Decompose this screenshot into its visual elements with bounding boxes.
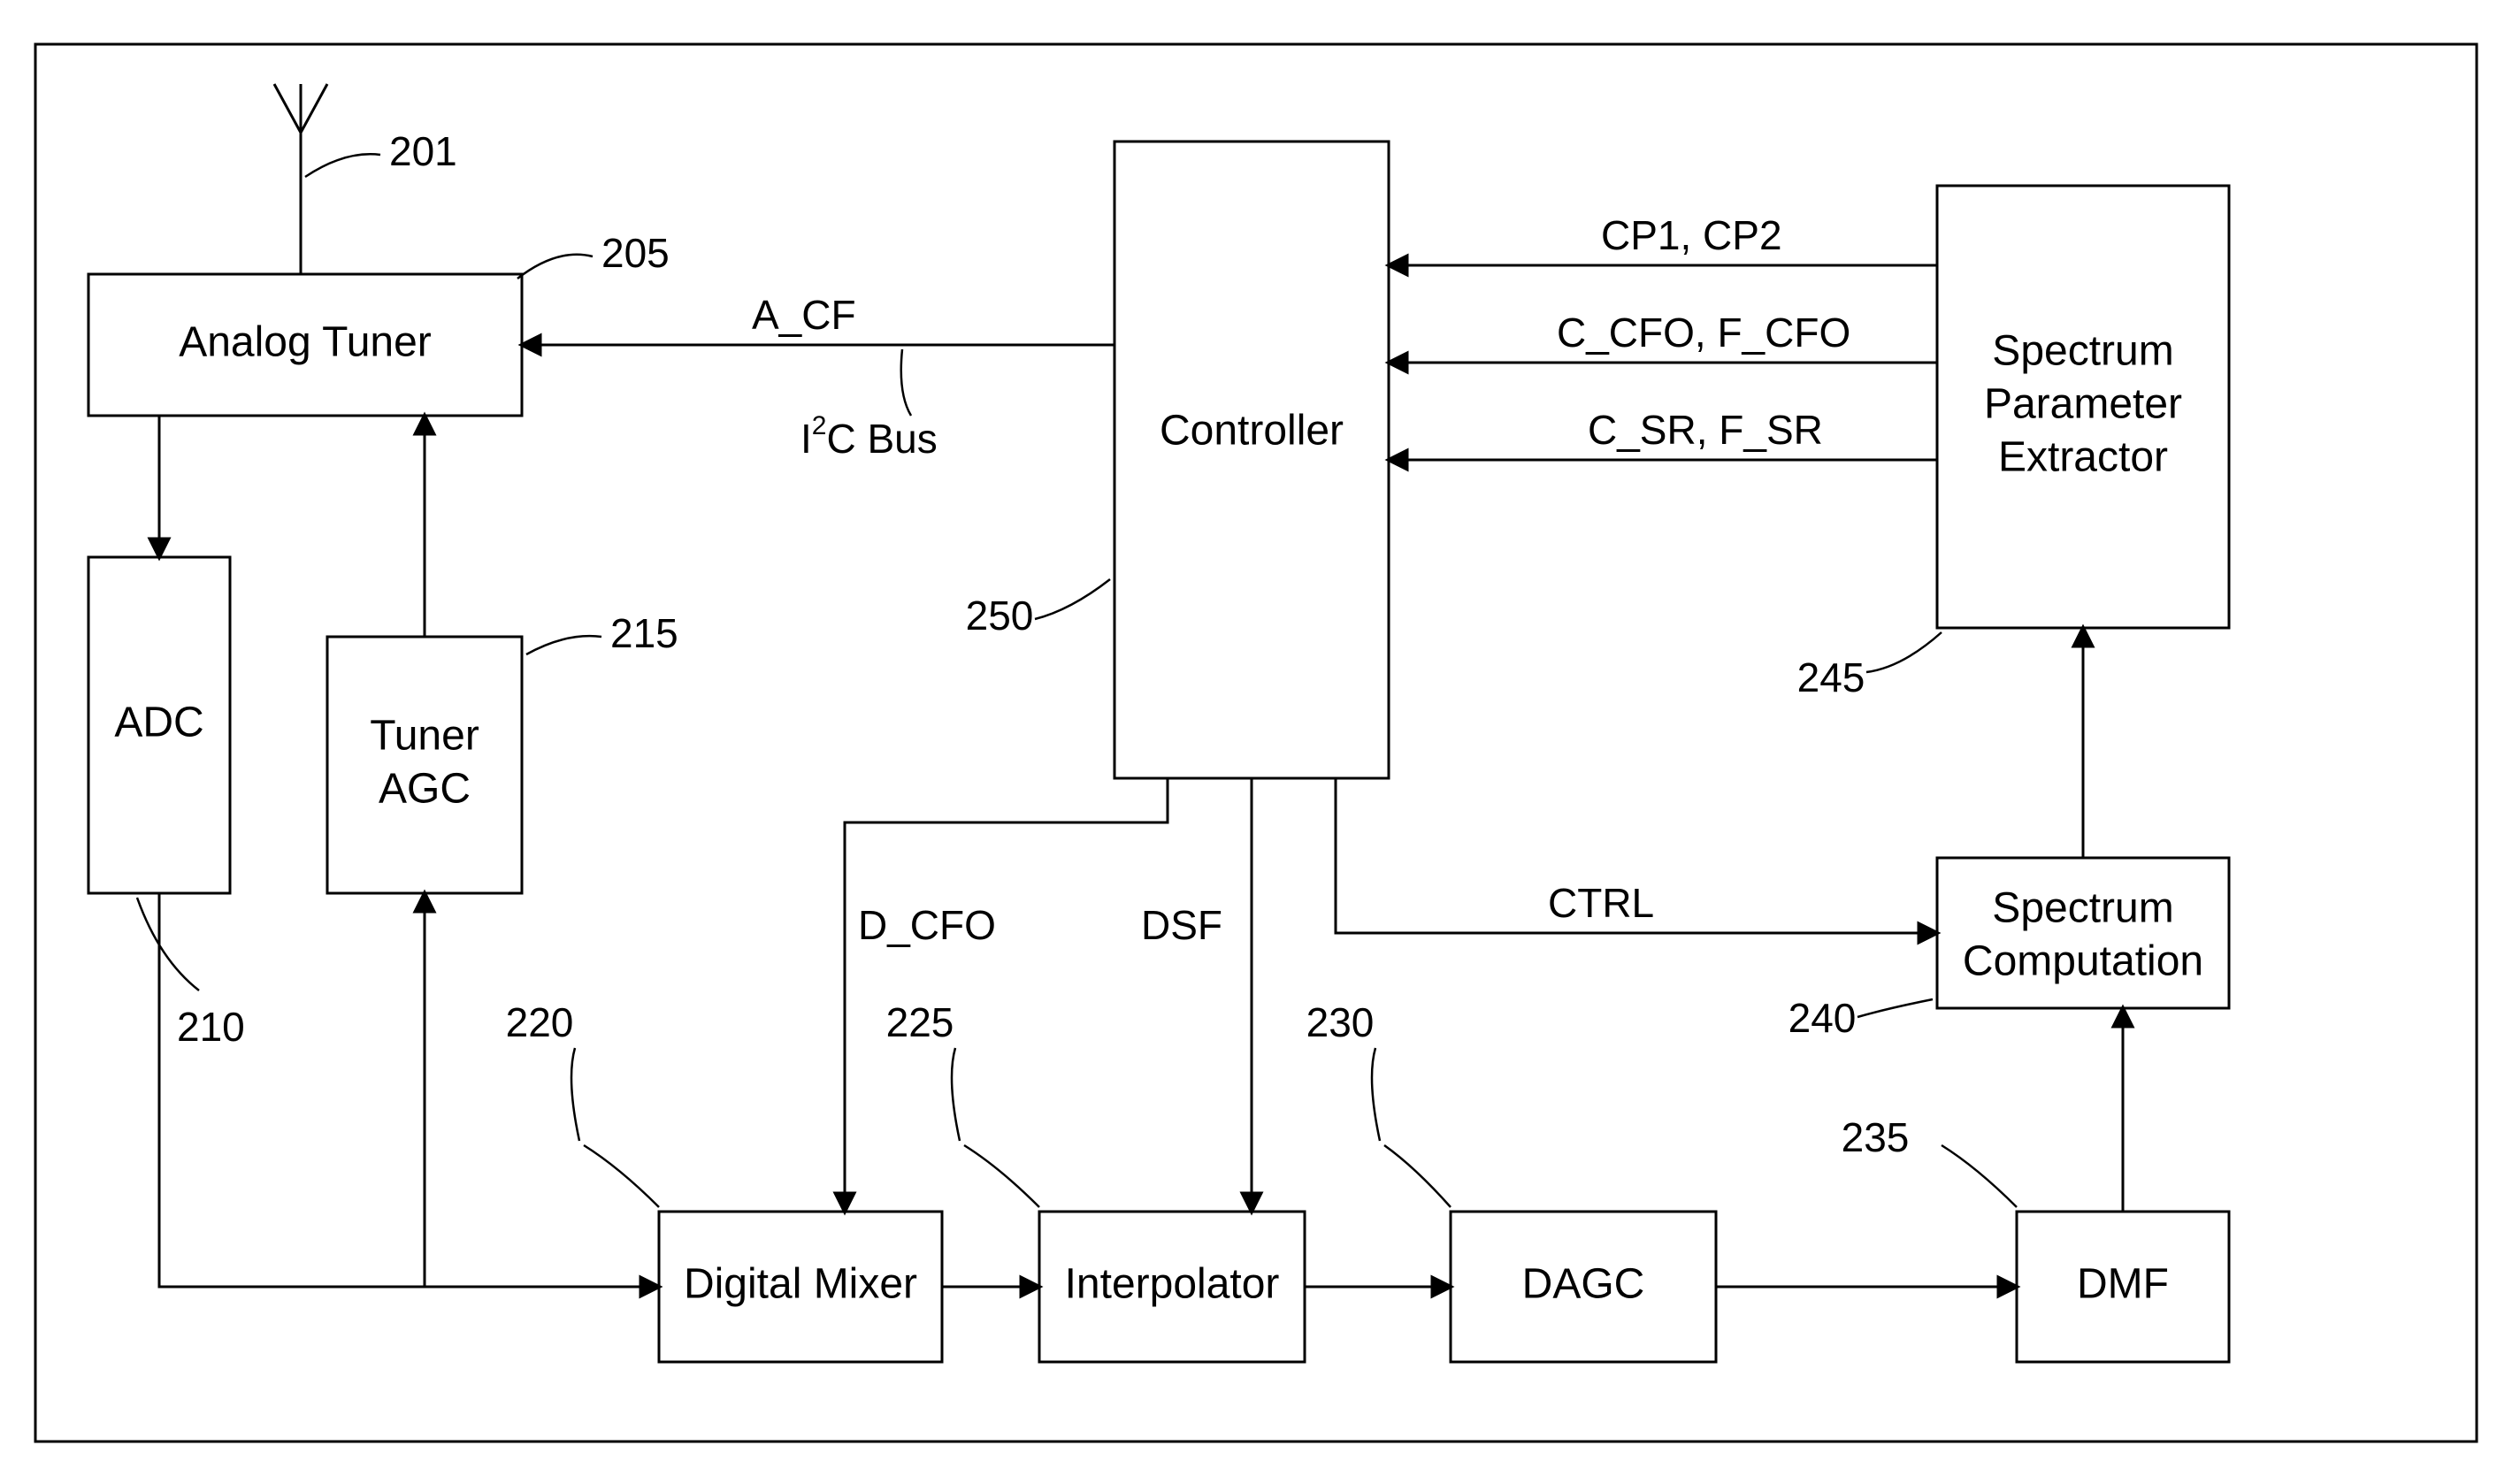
digital-mixer-block: Digital Mixer [659,1212,942,1362]
sc-label1: Spectrum [1992,885,2173,932]
adc-block: ADC [88,557,230,893]
signal-ctrl: CTRL [1548,880,1654,926]
signal-dcfo: D_CFO [858,902,996,948]
digital-mixer-label: Digital Mixer [684,1261,917,1308]
controller-label: Controller [1160,408,1344,455]
interpolator-block: Interpolator [1039,1212,1305,1362]
block-diagram: 201 Analog Tuner 205 ADC 210 Tuner AGC 2… [0,0,2520,1476]
analog-tuner-label: Analog Tuner [179,319,432,366]
spectrum-parameter-extractor-block: Spectrum Parameter Extractor [1937,186,2229,628]
ref-210: 210 [177,1004,245,1050]
tuner-agc-label1: Tuner [370,713,479,760]
adc-label: ADC [114,700,203,746]
signal-csr: C_SR, F_SR [1588,407,1823,453]
spe-label3: Extractor [1998,434,2168,481]
signal-cp: CP1, CP2 [1601,212,1782,258]
ref-250: 250 [966,593,1034,639]
dmf-label: DMF [2077,1261,2169,1308]
ref-230: 230 [1306,999,1375,1045]
spectrum-computation-block: Spectrum Computation [1937,858,2229,1008]
signal-dsf: DSF [1141,902,1222,948]
ref-245: 245 [1797,654,1865,700]
ref-215: 215 [610,610,678,656]
ref-225: 225 [886,999,954,1045]
signal-a-cf: A_CF [752,292,856,338]
tuner-agc-block: Tuner AGC [327,637,522,893]
spe-label2: Parameter [1984,381,2182,428]
dagc-label: DAGC [1522,1261,1645,1308]
ref-205: 205 [601,230,670,276]
ref-201: 201 [389,128,457,174]
sc-label2: Computation [1963,938,2203,985]
dmf-block: DMF [2017,1212,2229,1362]
ref-240: 240 [1789,995,1857,1041]
dagc-block: DAGC [1451,1212,1716,1362]
ref-235: 235 [1842,1114,1910,1160]
signal-ccfo: C_CFO, F_CFO [1557,310,1850,356]
controller-block: Controller [1114,141,1389,778]
tuner-agc-label2: AGC [379,766,471,813]
interpolator-label: Interpolator [1065,1261,1280,1308]
spe-label1: Spectrum [1992,328,2173,375]
ref-220: 220 [506,999,574,1045]
analog-tuner-block: Analog Tuner [88,274,522,416]
